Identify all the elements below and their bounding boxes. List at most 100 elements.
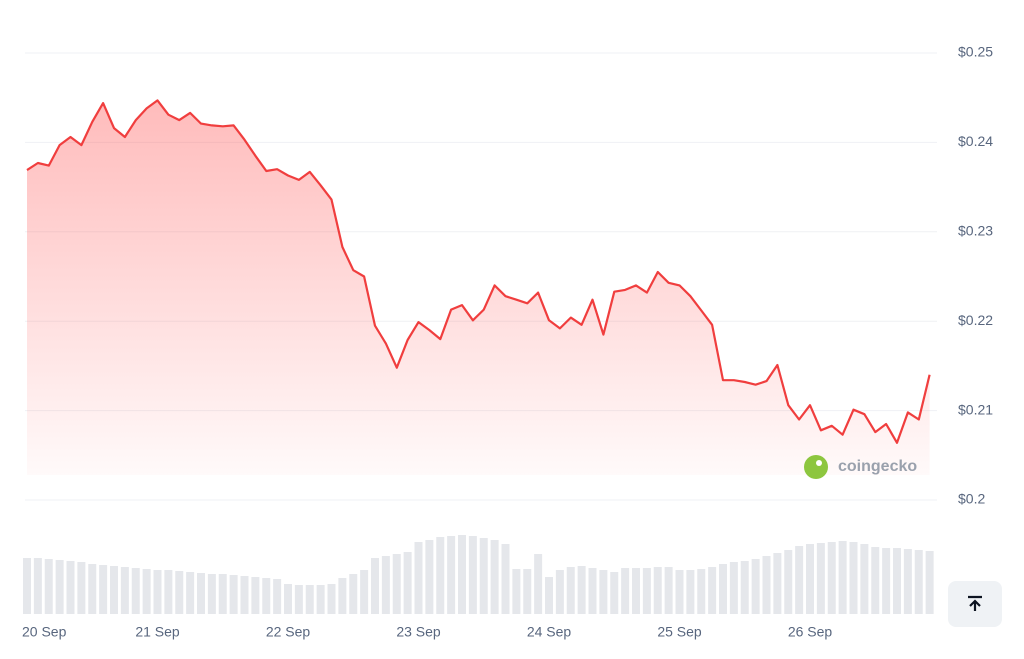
volume-bar xyxy=(860,544,869,614)
volume-bar xyxy=(849,542,858,614)
volume-bar xyxy=(914,550,923,614)
volume-bar xyxy=(784,550,793,614)
volume-bar xyxy=(632,568,640,614)
volume-bar xyxy=(120,567,129,614)
volume-bar xyxy=(697,569,706,614)
volume-bar xyxy=(751,559,760,614)
volume-bar xyxy=(447,536,456,614)
volume-bar xyxy=(425,540,434,614)
volume-bar xyxy=(501,544,510,614)
volume-bar xyxy=(621,568,630,614)
volume-bar xyxy=(534,554,543,614)
area-fill xyxy=(27,100,930,476)
volume-bar xyxy=(44,559,53,614)
volume-bar xyxy=(186,572,195,614)
volume-bar xyxy=(458,535,466,614)
volume-bar xyxy=(66,561,75,614)
volume-bar xyxy=(240,576,249,614)
x-tick-label: 23 Sep xyxy=(396,624,441,640)
volume-bar xyxy=(588,568,597,614)
volume-bar xyxy=(893,548,901,614)
volume-bar xyxy=(436,537,445,614)
volume-bar xyxy=(403,552,412,614)
volume-bar xyxy=(806,544,814,614)
volume-bar xyxy=(414,542,423,614)
volume-bar xyxy=(762,556,771,614)
volume-bar xyxy=(229,575,238,614)
y-tick-label: $0.22 xyxy=(958,312,993,328)
volume-bar xyxy=(349,574,358,614)
volume-bar xyxy=(381,556,390,614)
watermark-text: coingecko xyxy=(838,458,917,475)
volume-bar xyxy=(599,570,608,614)
x-tick-label: 24 Sep xyxy=(527,624,572,640)
y-tick-label: $0.24 xyxy=(958,133,993,149)
volume-bar xyxy=(153,570,162,614)
volume-bar xyxy=(110,566,118,614)
volume-bar xyxy=(925,551,934,614)
volume-bar xyxy=(284,584,292,614)
volume-bar xyxy=(207,574,216,614)
scroll-top-button[interactable] xyxy=(948,581,1002,627)
volume-bar xyxy=(251,577,260,614)
volume-bars xyxy=(23,535,934,614)
button-icon[interactable] xyxy=(968,595,982,611)
x-tick-label: 22 Sep xyxy=(266,624,311,640)
volume-bar xyxy=(740,561,749,614)
volume-bar xyxy=(512,569,521,614)
volume-bar xyxy=(468,536,477,614)
volume-bar xyxy=(708,567,717,614)
volume-bar xyxy=(77,562,86,614)
volume-bar xyxy=(142,569,151,614)
volume-bar xyxy=(675,570,684,614)
volume-bar xyxy=(327,584,336,614)
volume-bar xyxy=(773,553,782,614)
y-tick-label: $0.25 xyxy=(958,44,993,60)
plot xyxy=(26,99,931,476)
volume-bar xyxy=(316,585,325,614)
volume-bar xyxy=(903,549,912,614)
volume-bar xyxy=(555,570,564,614)
y-tick-label: $0.23 xyxy=(958,223,993,239)
volume-bar xyxy=(523,569,532,614)
volume-bar xyxy=(838,541,847,614)
volume-bar xyxy=(664,567,673,614)
volume-bar xyxy=(360,570,369,614)
volume-bar xyxy=(218,574,227,614)
volume-bar xyxy=(262,578,271,614)
volume-bar xyxy=(642,568,651,614)
volume-bar xyxy=(719,564,727,614)
y-tick-label: $0.21 xyxy=(958,401,993,417)
x-tick-label: 20 Sep xyxy=(22,624,67,640)
x-axis: 20 Sep 21 Sep 22 Sep 23 Sep 24 Sep 25 Sep 26 S… xyxy=(22,624,832,640)
volume-bar xyxy=(305,585,314,614)
volume-bar xyxy=(371,558,379,614)
volume-bar xyxy=(99,565,108,614)
x-tick-label: 21 Sep xyxy=(135,624,180,640)
watermark-logo xyxy=(804,455,828,479)
y-tick-label: $0.2 xyxy=(958,491,985,507)
volume-bar xyxy=(871,547,880,614)
y-axis: $0.2 $0.21 $0.22 $0.23 $0.24 $0.25 xyxy=(958,44,993,507)
volume-bar xyxy=(23,558,31,614)
volume-bar xyxy=(545,577,553,614)
volume-bar xyxy=(392,554,401,614)
volume-bar xyxy=(653,567,662,614)
volume-bar xyxy=(577,566,586,614)
x-tick-label: 26 Sep xyxy=(788,624,833,640)
volume-bar xyxy=(827,542,836,614)
volume-bar xyxy=(197,573,205,614)
volume-bar xyxy=(55,560,64,614)
volume-bar xyxy=(338,578,347,614)
volume-bar xyxy=(795,546,804,614)
volume-bar xyxy=(816,543,825,614)
watermark-logo-eye xyxy=(816,460,822,466)
volume-bar xyxy=(490,540,499,614)
volume-bar xyxy=(175,571,184,614)
volume-bar xyxy=(33,558,42,614)
volume-bar xyxy=(479,538,488,614)
volume-bar xyxy=(686,570,695,614)
volume-bar xyxy=(566,567,575,614)
